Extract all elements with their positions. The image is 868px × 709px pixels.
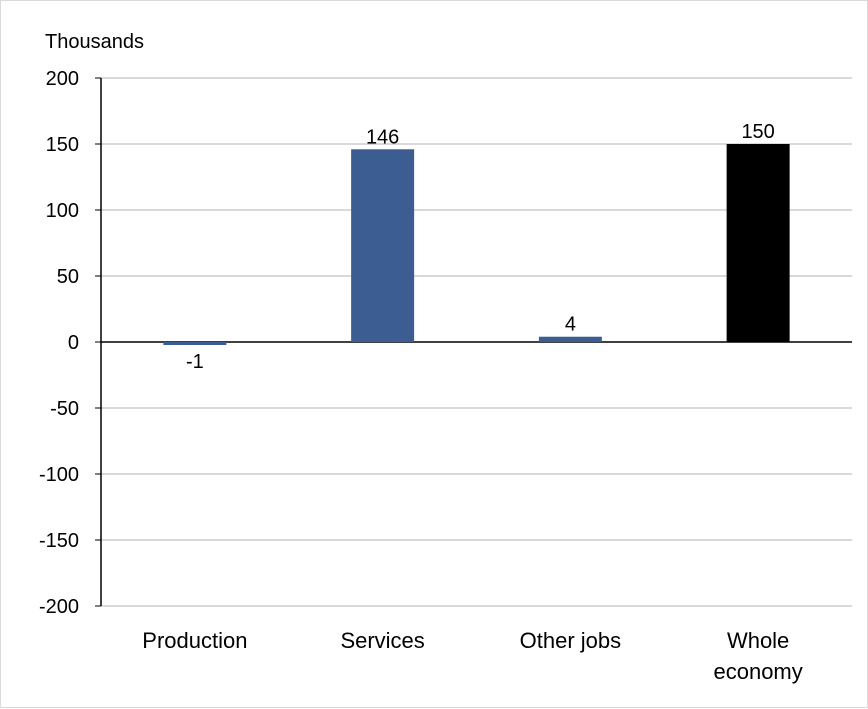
y-tick-label: -100 — [39, 464, 79, 486]
data-label: 150 — [741, 121, 774, 143]
category-label: Production — [142, 628, 247, 653]
bar — [726, 144, 790, 342]
bar — [163, 342, 227, 345]
y-tick-label: -150 — [39, 530, 79, 552]
y-unit-label: Thousands — [45, 31, 144, 53]
y-tick-label: 0 — [68, 332, 79, 354]
bars — [163, 144, 790, 345]
category-label: Whole — [727, 628, 789, 653]
category-label: Services — [340, 628, 424, 653]
category-label: Other jobs — [520, 628, 622, 653]
category-label: economy — [713, 659, 802, 684]
labels: 200 150 100 50 0 -50 -100 -150 -200 -1 Production 1… — [39, 68, 803, 684]
y-tick-label: 50 — [57, 266, 79, 288]
bar — [538, 336, 602, 342]
y-tick-label: -200 — [39, 596, 79, 618]
bar — [351, 149, 415, 342]
gridlines — [101, 77, 852, 607]
data-label: 146 — [366, 126, 399, 148]
data-label: 4 — [565, 314, 576, 336]
y-tick-label: -50 — [50, 398, 79, 420]
data-label: -1 — [186, 351, 204, 373]
y-tick-label: 200 — [46, 68, 79, 90]
y-tick-label: 150 — [46, 134, 79, 156]
y-tick-label: 100 — [46, 200, 79, 222]
